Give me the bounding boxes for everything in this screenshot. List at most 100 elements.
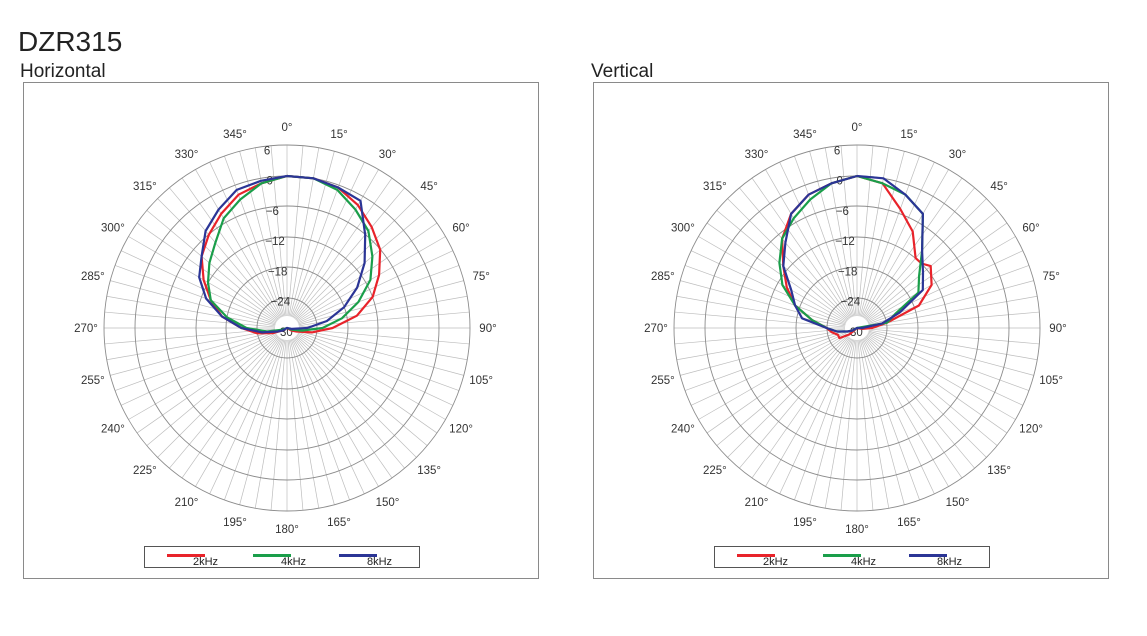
radial-label: −18 bbox=[838, 266, 858, 278]
grid-spoke bbox=[824, 147, 856, 317]
horizontal-polar-svg: 0° 15° 30° 45° 60° 75° 90° 105° 120° 135° 150° 165°… bbox=[74, 122, 497, 536]
grid-spoke bbox=[864, 336, 975, 469]
angle-label: 45° bbox=[420, 181, 437, 193]
angle-label: 150° bbox=[946, 497, 970, 509]
grid-spoke bbox=[292, 169, 379, 318]
grid-spoke bbox=[293, 337, 393, 479]
radial-label: −24 bbox=[271, 297, 291, 309]
grid-spoke bbox=[298, 280, 464, 326]
angle-label: 30° bbox=[949, 149, 966, 161]
grid-spoke bbox=[291, 338, 365, 495]
grid-spoke bbox=[287, 145, 304, 317]
legend-swatch-4khz bbox=[823, 554, 861, 557]
grid-spoke bbox=[294, 336, 405, 469]
vertical-polar-chart: 0° 15° 30° 45° 60° 75° 90° 105° 120° 135° 150° 165°… bbox=[593, 82, 1109, 579]
grid-spoke bbox=[195, 169, 282, 318]
grid-spoke bbox=[858, 339, 890, 509]
angle-label: 105° bbox=[1039, 375, 1063, 387]
angle-label: 15° bbox=[900, 129, 917, 141]
grid-spoke bbox=[128, 333, 277, 420]
grid-spoke bbox=[860, 155, 920, 317]
grid-spoke bbox=[868, 311, 1040, 328]
grid-spoke bbox=[297, 332, 454, 406]
grid-spoke bbox=[690, 332, 847, 406]
grid-spoke bbox=[868, 331, 1030, 391]
grid-spoke bbox=[157, 336, 279, 458]
radial-label: −18 bbox=[268, 266, 288, 278]
grid-spoke bbox=[209, 161, 283, 318]
angle-label: 60° bbox=[452, 223, 469, 235]
grid-spoke bbox=[294, 187, 405, 320]
angle-label: 135° bbox=[417, 465, 441, 477]
grid-spoke bbox=[865, 336, 987, 458]
angle-label: 150° bbox=[376, 497, 400, 509]
grid-ring bbox=[734, 205, 980, 451]
grid-ring bbox=[195, 236, 379, 420]
grid-spoke bbox=[298, 331, 460, 391]
series-line-8khz bbox=[198, 174, 367, 334]
grid-spoke bbox=[114, 331, 276, 391]
angle-labels: 0° 15° 30° 45° 60° 75° 90° 105° 120° 135° 150° 165°… bbox=[644, 122, 1067, 536]
grid-spoke bbox=[295, 336, 417, 458]
angle-label: 45° bbox=[990, 181, 1007, 193]
grid-spoke bbox=[867, 333, 1016, 420]
horizontal-chart-title: Horizontal bbox=[20, 61, 106, 82]
angle-label: 240° bbox=[101, 424, 125, 436]
grid-spoke bbox=[288, 147, 320, 317]
angle-label: 270° bbox=[644, 323, 668, 335]
grid-spoke bbox=[706, 222, 848, 322]
page-title: DZR315 bbox=[18, 26, 123, 57]
grid-spoke bbox=[239, 151, 285, 317]
grid-spoke bbox=[824, 339, 856, 509]
grid-spoke bbox=[110, 330, 276, 376]
grid-spoke bbox=[862, 338, 949, 487]
grid-spoke bbox=[857, 339, 874, 511]
grid-spoke bbox=[146, 210, 279, 321]
angle-label: 0° bbox=[282, 122, 293, 134]
legend-label-2khz: 2kHz bbox=[763, 556, 789, 568]
series-line-2khz bbox=[781, 174, 933, 340]
angle-label: 255° bbox=[651, 375, 675, 387]
grid-spoke bbox=[859, 339, 905, 505]
grid-spoke bbox=[858, 147, 890, 317]
grid-spoke bbox=[289, 151, 335, 317]
grid-spoke bbox=[859, 151, 905, 317]
grid-spoke bbox=[298, 330, 464, 376]
grid-spoke bbox=[809, 151, 855, 317]
grid-spoke bbox=[865, 210, 998, 321]
grid-spoke bbox=[865, 335, 998, 446]
grid-spoke bbox=[298, 328, 470, 345]
angle-label: 330° bbox=[175, 149, 199, 161]
grid-spoke bbox=[110, 280, 276, 326]
grid-spoke bbox=[866, 222, 1008, 322]
grid-spoke bbox=[684, 331, 846, 391]
grid-spoke bbox=[181, 337, 281, 479]
angle-label: 120° bbox=[449, 424, 473, 436]
grid-spoke bbox=[287, 339, 304, 511]
grid-spoke bbox=[698, 333, 847, 420]
angle-label: 180° bbox=[275, 524, 299, 536]
grid-spoke bbox=[270, 339, 287, 511]
angle-label: 225° bbox=[703, 465, 727, 477]
angle-label: 30° bbox=[379, 149, 396, 161]
angle-label: 210° bbox=[175, 497, 199, 509]
grid-spoke bbox=[727, 198, 849, 320]
grid-spoke bbox=[146, 335, 279, 446]
angle-label: 270° bbox=[74, 323, 98, 335]
grid-spoke bbox=[295, 198, 417, 320]
grid-spoke bbox=[136, 222, 278, 322]
angle-label: 255° bbox=[81, 375, 105, 387]
grid-spoke bbox=[195, 338, 282, 487]
angle-label: 315° bbox=[133, 181, 157, 193]
grid-spoke bbox=[868, 295, 1038, 327]
radial-label: −6 bbox=[836, 206, 849, 218]
radial-label: −12 bbox=[835, 236, 855, 248]
grid-spoke bbox=[739, 336, 850, 469]
grid-spoke bbox=[298, 265, 460, 325]
grid-spoke bbox=[254, 147, 286, 317]
grid-spoke bbox=[136, 334, 278, 434]
grid-ring bbox=[225, 266, 349, 390]
grid-spoke bbox=[106, 295, 276, 327]
legend-label-4khz: 4kHz bbox=[281, 556, 307, 568]
angle-label: 195° bbox=[223, 517, 247, 529]
